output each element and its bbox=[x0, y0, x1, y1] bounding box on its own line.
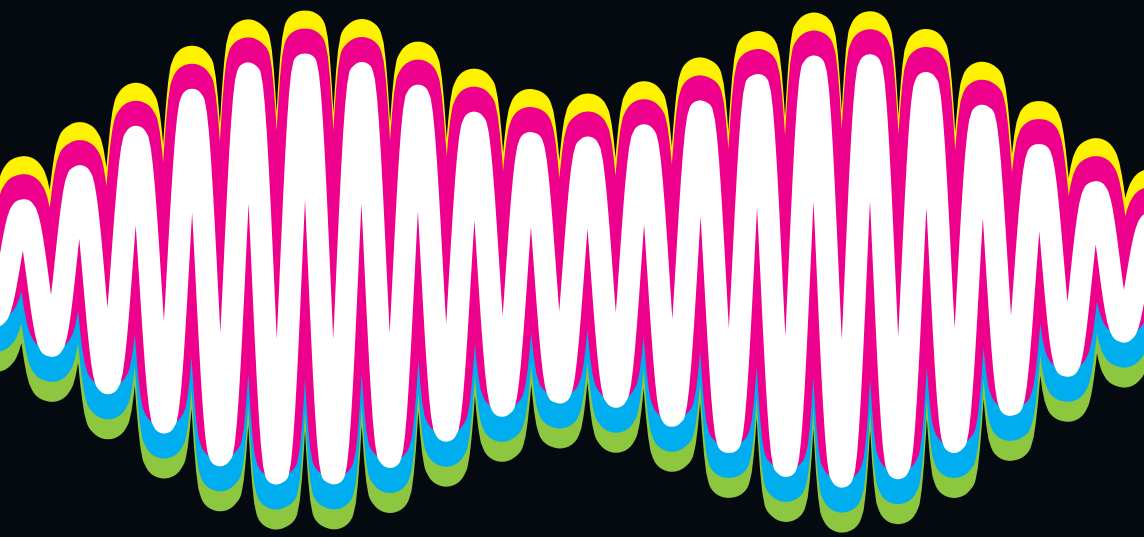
wave-layers bbox=[0, 10, 1144, 533]
white-band bbox=[0, 53, 1144, 488]
